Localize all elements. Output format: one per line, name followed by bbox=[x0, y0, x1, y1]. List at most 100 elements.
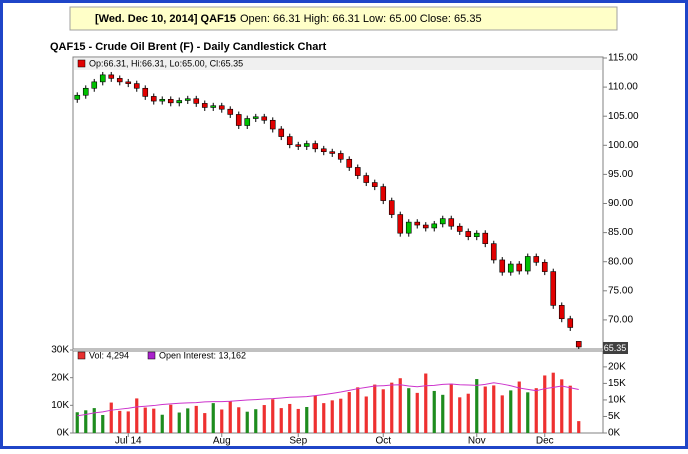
volume-bar bbox=[220, 409, 224, 433]
volume-bar bbox=[415, 392, 419, 433]
candle-body bbox=[439, 218, 446, 225]
volume-bar bbox=[407, 388, 411, 433]
volume-bar bbox=[330, 400, 334, 433]
candle-body bbox=[269, 119, 276, 130]
candle-body bbox=[133, 83, 140, 89]
oi-legend: Open Interest: 13,162 bbox=[159, 350, 246, 360]
volume-bar bbox=[84, 410, 88, 433]
vol-tick-label: 20K bbox=[51, 372, 69, 383]
header-lead: [Wed. Dec 10, 2014] QAF15 bbox=[95, 13, 236, 25]
header-box bbox=[69, 6, 618, 31]
candle-body bbox=[482, 232, 489, 244]
candle-body bbox=[278, 128, 285, 137]
x-tick-label: Nov bbox=[468, 436, 486, 447]
volume-bar bbox=[560, 379, 564, 433]
legend-band bbox=[74, 58, 602, 70]
volume-bar bbox=[288, 403, 292, 433]
candle-body bbox=[125, 81, 132, 84]
candle-body bbox=[74, 94, 81, 100]
y-tick-label: 80.00 bbox=[608, 256, 633, 267]
header-quote: Open: 66.31 High: 66.31 Low: 65.00 Close… bbox=[240, 13, 482, 25]
chart-title: QAF15 - Crude Oil Brent (F) - Daily Cand… bbox=[50, 41, 327, 53]
volume-bar bbox=[101, 415, 105, 433]
volume-bar bbox=[143, 407, 147, 433]
volume-bar bbox=[279, 408, 283, 433]
volume-bar bbox=[262, 405, 266, 433]
candle-body bbox=[550, 271, 557, 306]
volume-bar bbox=[339, 398, 343, 433]
candle-body bbox=[312, 143, 319, 150]
volume-bar bbox=[551, 372, 555, 433]
candle-body bbox=[252, 116, 259, 119]
legend-swatch bbox=[77, 59, 86, 68]
volume-bar bbox=[92, 408, 96, 433]
volume-bar bbox=[160, 414, 164, 433]
candle-body bbox=[99, 74, 106, 83]
candle-body bbox=[167, 99, 174, 104]
volume-bar bbox=[126, 411, 130, 433]
candle-body bbox=[354, 167, 361, 176]
candle-body bbox=[405, 221, 412, 234]
volume-bar bbox=[313, 395, 317, 433]
candle-body bbox=[397, 214, 404, 234]
x-tick-label: Dec bbox=[536, 436, 554, 447]
candle-body bbox=[235, 114, 242, 126]
volume-bar bbox=[169, 404, 173, 433]
last-price-label: 65.35 bbox=[604, 343, 627, 353]
candle-body bbox=[363, 175, 370, 183]
oi-tick-label: 5K bbox=[608, 411, 621, 422]
volume-bar bbox=[254, 409, 258, 433]
y-tick-label: 110.00 bbox=[608, 82, 638, 93]
y-tick-label: 105.00 bbox=[608, 111, 639, 122]
volume-bar bbox=[177, 412, 181, 433]
candle-body bbox=[176, 100, 183, 104]
volume-legend: Vol: 4,294 bbox=[89, 350, 129, 360]
oi-tick-label: 15K bbox=[608, 378, 626, 389]
volume-bar bbox=[509, 390, 513, 433]
candle-body bbox=[422, 224, 429, 229]
candle-body bbox=[227, 108, 234, 115]
legend-swatch bbox=[77, 351, 86, 360]
candle-body bbox=[388, 200, 395, 215]
volume-bar bbox=[568, 385, 572, 433]
volume-bar bbox=[577, 421, 581, 433]
candle-body bbox=[558, 305, 565, 320]
volume-bar bbox=[109, 402, 113, 433]
volume-bar bbox=[475, 379, 479, 433]
candle-body bbox=[507, 263, 514, 273]
candle-body bbox=[142, 87, 149, 97]
volume-bar bbox=[305, 406, 309, 433]
volume-bar bbox=[245, 411, 249, 433]
candle-body bbox=[116, 78, 123, 83]
candle-body bbox=[150, 96, 157, 102]
candle-body bbox=[541, 261, 548, 272]
volume-bar bbox=[526, 392, 530, 433]
candle-body bbox=[303, 143, 310, 147]
candle-body bbox=[261, 116, 268, 121]
last-price-box bbox=[603, 342, 628, 354]
volume-bar bbox=[424, 373, 428, 433]
volume-bar bbox=[373, 384, 377, 433]
volume-bar bbox=[390, 382, 394, 433]
volume-bar bbox=[381, 389, 385, 433]
candle-body bbox=[218, 105, 225, 110]
open-interest-line bbox=[77, 382, 579, 417]
volume-bar bbox=[211, 403, 215, 433]
candle-body bbox=[371, 182, 378, 187]
candle-body bbox=[448, 218, 455, 227]
volume-bar bbox=[500, 395, 504, 433]
candle-body bbox=[184, 98, 191, 101]
candle-body bbox=[329, 151, 336, 154]
candle-body bbox=[193, 98, 200, 104]
volume-bar bbox=[203, 413, 207, 433]
vol-tick-label: 0K bbox=[57, 428, 70, 439]
price-panel bbox=[72, 56, 604, 350]
candle-body bbox=[346, 158, 353, 168]
volume-bar bbox=[118, 410, 122, 433]
candle-body bbox=[516, 263, 523, 272]
volume-bar bbox=[237, 407, 241, 433]
candle-body bbox=[456, 225, 463, 232]
vol-tick-label: 10K bbox=[51, 400, 69, 411]
